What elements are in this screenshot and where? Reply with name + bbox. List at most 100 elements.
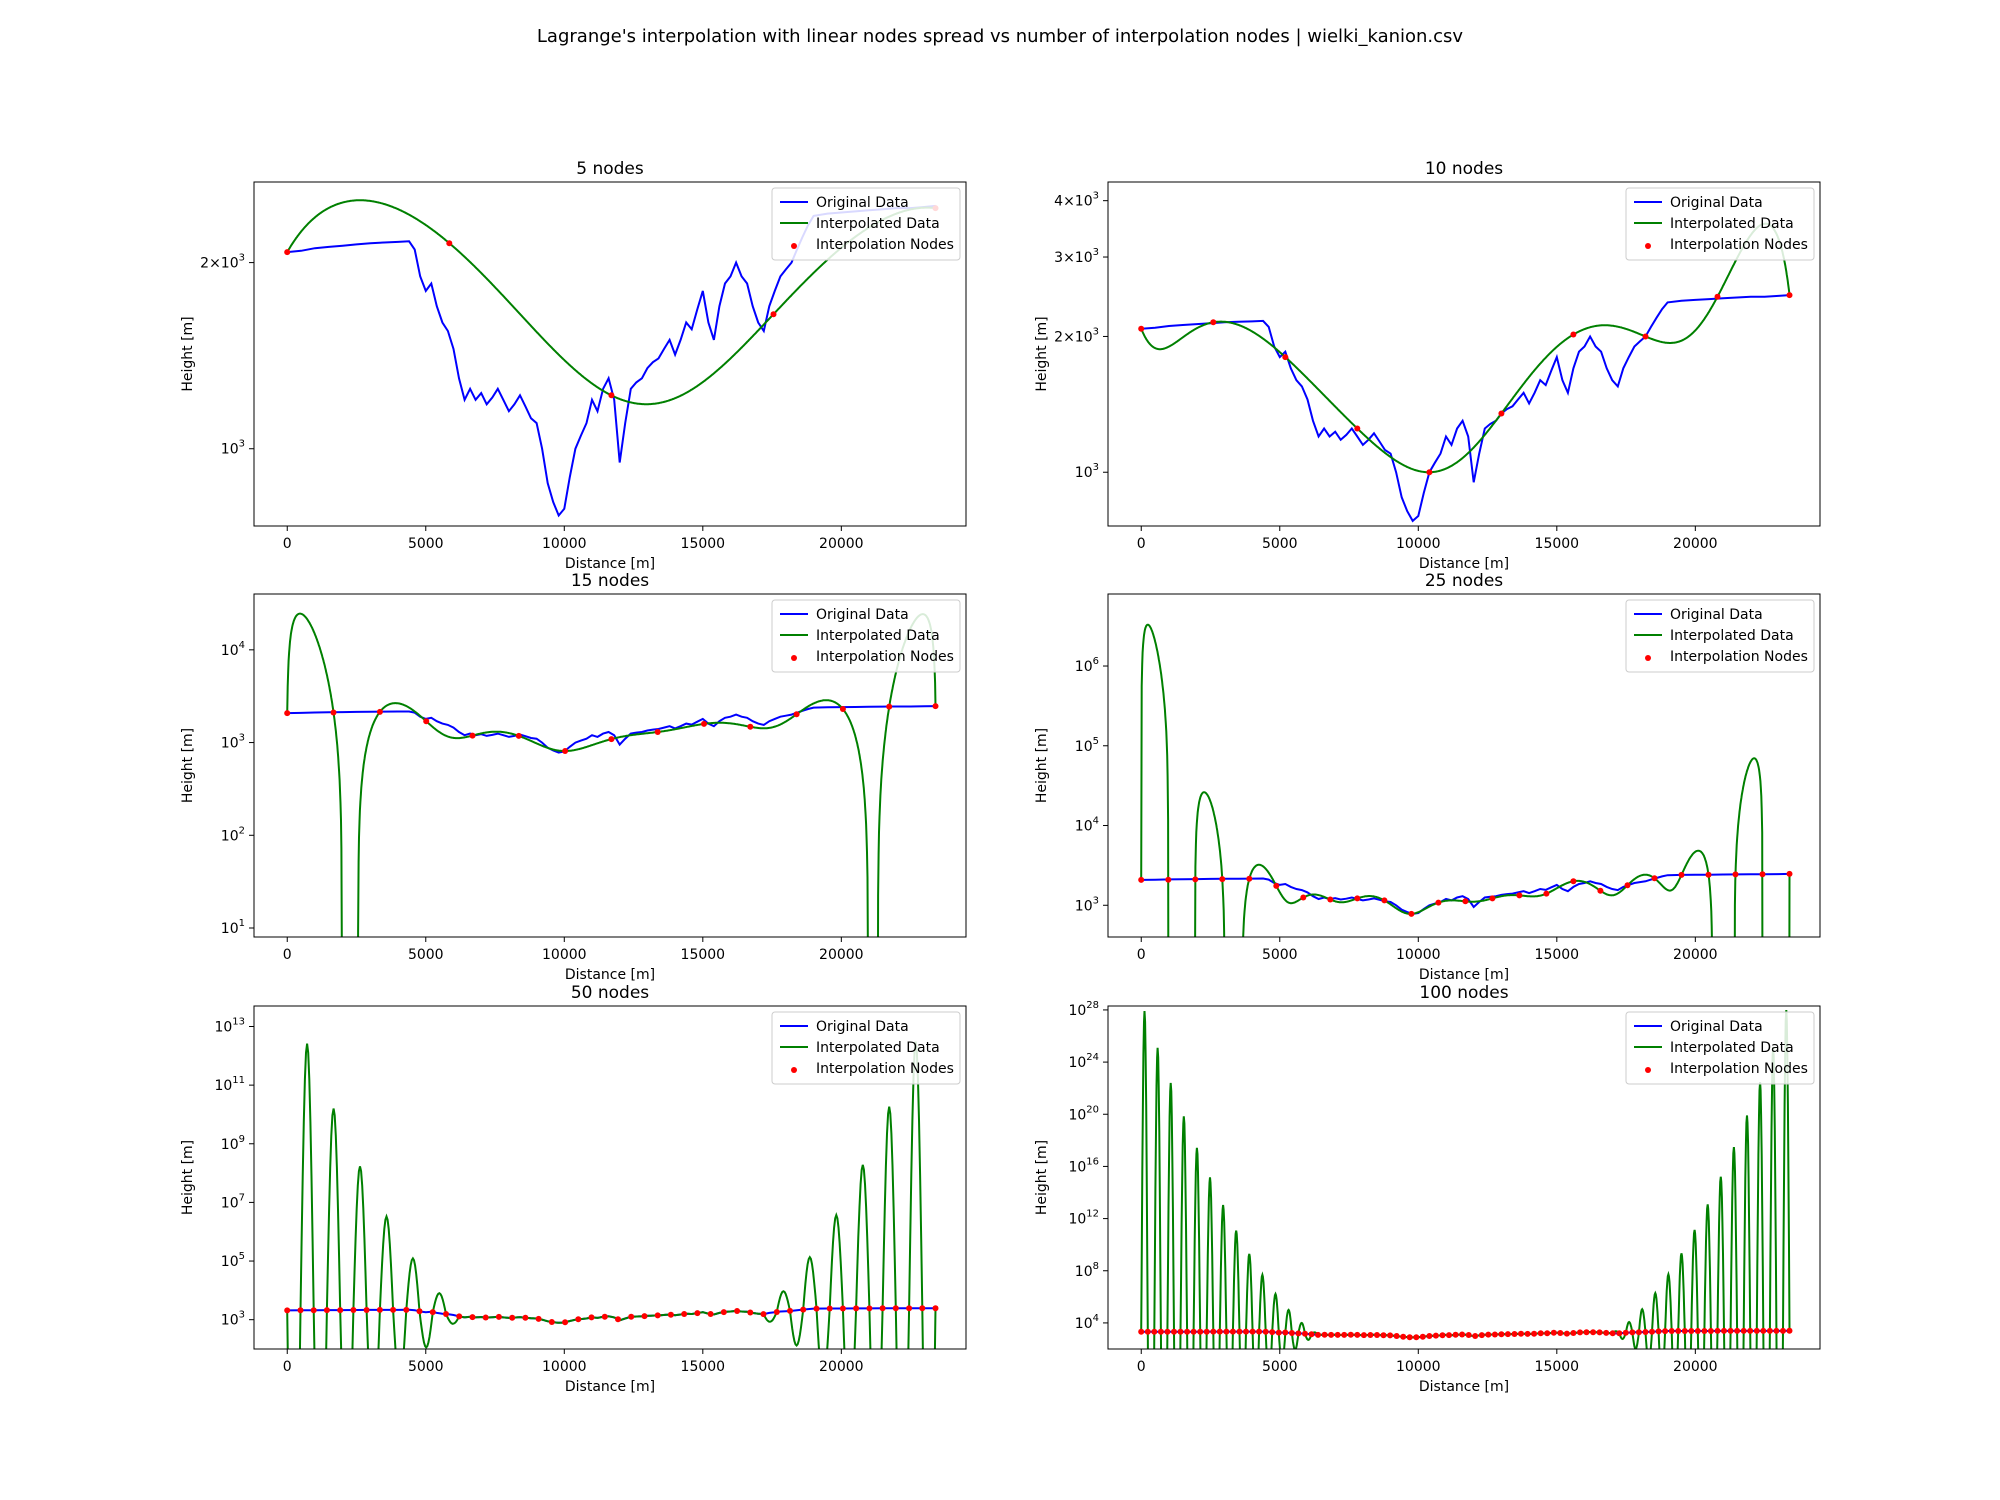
interpolation-node [1721, 1327, 1727, 1334]
original-data-line [1141, 872, 1790, 915]
interpolation-node [787, 1307, 793, 1314]
interpolation-node [1426, 1333, 1433, 1339]
x-tick-label: 20000 [819, 1359, 864, 1375]
interpolation-node [495, 1313, 502, 1320]
legend-original-label: Original Data [1670, 195, 1763, 211]
interpolation-node [1138, 1328, 1145, 1335]
interpolation-node [919, 1305, 926, 1312]
interpolation-node [1655, 1328, 1662, 1335]
interpolation-node [509, 1314, 516, 1321]
subplot-1: 0 5000 10000 15000 20000 103 2×103 5 nodes Dista… [180, 159, 967, 572]
y-tick-label: 105 [221, 1251, 245, 1270]
legend-interpolated-label: Interpolated Data [816, 628, 940, 644]
interpolation-node [1295, 1330, 1302, 1337]
interpolation-node [469, 1314, 476, 1321]
interpolation-node [1300, 894, 1307, 901]
interpolation-node [1138, 876, 1145, 883]
y-tick-label: 1024 [1068, 1052, 1099, 1071]
interpolation-node [482, 1314, 489, 1321]
subplot-title: 5 nodes [576, 159, 644, 179]
x-tick-label: 15000 [1535, 947, 1580, 963]
interpolation-node [423, 718, 430, 725]
interpolation-node [1308, 1331, 1315, 1338]
interpolation-node [522, 1314, 529, 1321]
subplot-4: 0 5000 10000 15000 20000 103 104 105 106 25 nodes… [1034, 571, 1821, 983]
interpolation-node [1334, 1331, 1341, 1338]
interpolated-data-line [1140, 222, 1791, 474]
axes-frame [253, 181, 967, 527]
x-tick-label: 10000 [542, 536, 587, 552]
interpolation-node [363, 1307, 370, 1313]
legend-interpolated-label: Interpolated Data [1670, 216, 1794, 232]
x-tick-label: 15000 [681, 536, 726, 552]
subplot-title: 100 nodes [1419, 983, 1508, 1003]
interpolation-node [1504, 1331, 1511, 1338]
interpolation-node [443, 1311, 449, 1317]
subplot-title: 15 nodes [571, 571, 649, 591]
y-tick-label: 1016 [1068, 1156, 1099, 1175]
interpolation-node [734, 1308, 741, 1314]
interpolation-node [1393, 1333, 1400, 1339]
original-data-line [287, 1307, 936, 1324]
legend-box [771, 1011, 961, 1085]
original-data-line [287, 204, 936, 518]
x-tick-label: 0 [1137, 536, 1146, 552]
interpolation-node [1229, 1328, 1236, 1335]
interpolation-node [701, 720, 707, 727]
interpolation-node [1275, 1329, 1282, 1336]
interpolation-node [1151, 1328, 1158, 1335]
interpolation-node [1786, 1327, 1793, 1334]
interpolation-node [284, 249, 291, 256]
interpolation-node [1518, 1330, 1524, 1337]
subplot-title: 25 nodes [1425, 571, 1503, 591]
axes-frame [1107, 181, 1821, 527]
interpolation-node [376, 1306, 383, 1313]
interpolation-node [1681, 1328, 1688, 1334]
x-tick-label: 10000 [1396, 1359, 1441, 1375]
legend-nodes-label: Interpolation Nodes [816, 237, 954, 253]
subplot-title: 50 nodes [571, 983, 649, 1003]
interpolation-node [1288, 1330, 1295, 1336]
y-tick-label: 1012 [1068, 1209, 1099, 1228]
legend-box [1625, 1011, 1815, 1085]
interpolation-node [1714, 293, 1721, 300]
interpolation-node [1616, 1330, 1623, 1337]
interpolation-node [1563, 1330, 1570, 1337]
legend-box [1625, 599, 1815, 673]
interpolation-node [1435, 899, 1442, 906]
interpolation-node [1577, 1329, 1583, 1336]
y-axis-label: Height [m] [1034, 728, 1050, 803]
interpolation-node [1753, 1327, 1760, 1334]
y-tick-label: 109 [221, 1134, 245, 1153]
interpolation-node [1192, 876, 1199, 883]
interpolation-node [1603, 1329, 1610, 1336]
interpolation-node [892, 1305, 899, 1312]
interpolation-node [562, 748, 569, 754]
interpolation-node [588, 1314, 595, 1321]
interpolation-node [575, 1316, 582, 1323]
x-axis-label: Distance [m] [565, 556, 655, 572]
interpolation-node [1675, 1328, 1682, 1334]
legend-nodes-swatch [791, 243, 797, 249]
legend: Original Data Interpolated Data Interpolat… [1625, 599, 1815, 673]
interpolation-node [601, 1313, 608, 1320]
interpolation-node [403, 1306, 410, 1313]
interpolation-node [1273, 882, 1280, 889]
interpolation-node [1543, 890, 1550, 897]
legend-nodes-swatch [791, 1067, 797, 1073]
legend-original-label: Original Data [1670, 607, 1763, 623]
x-tick-label: 0 [1137, 947, 1146, 963]
interpolation-node [1216, 1328, 1223, 1335]
interpolation-node [376, 708, 383, 715]
interpolation-node [1714, 1327, 1721, 1334]
interpolation-node [932, 703, 939, 710]
interpolated-data-line [1140, 1009, 1791, 1349]
interpolation-node [1642, 1329, 1649, 1335]
y-tick-label: 103 [221, 1310, 245, 1329]
interpolation-node [1727, 1327, 1734, 1334]
interpolation-node [1491, 1331, 1498, 1338]
subplot-3: 0 5000 10000 15000 20000 101 102 103 104 15 nodes… [180, 571, 967, 983]
interpolation-node [284, 1307, 291, 1314]
interpolation-node [1347, 1331, 1354, 1338]
